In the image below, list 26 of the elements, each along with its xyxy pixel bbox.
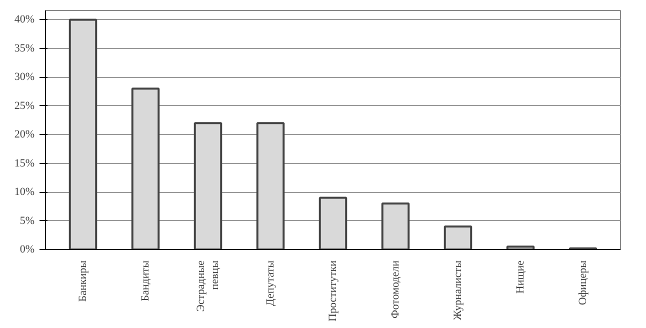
bar (256, 122, 285, 250)
x-tick-label: Бандиты (140, 260, 152, 302)
x-tick-label: Банкиры (77, 260, 89, 302)
y-tick-label: 15% (14, 157, 35, 170)
y-tick-label: 5% (20, 214, 35, 227)
y-tick-label: 10% (14, 186, 35, 198)
y-tick-label: 35% (14, 42, 35, 54)
bar (444, 226, 472, 250)
bar (506, 246, 535, 250)
x-tick-label: Журналисты (452, 260, 464, 320)
x-tick-label: Депутаты (264, 260, 276, 306)
x-tick-label: Проститутки (327, 260, 339, 322)
x-tick-label: Фотомодели (390, 260, 402, 318)
bar (381, 202, 410, 250)
bar (194, 122, 222, 250)
bar (318, 196, 348, 250)
y-tick-label: 30% (14, 71, 35, 84)
y-tick-label: 40% (14, 14, 35, 26)
x-tick-label: Офицеры (577, 260, 589, 306)
y-tick-label: 20% (14, 128, 35, 141)
x-tick-label: Эстрадные певцы (194, 260, 222, 312)
bar (68, 18, 98, 250)
x-tick-label: Нищие (514, 260, 526, 294)
y-tick-label: 25% (14, 100, 35, 112)
bar (131, 88, 160, 250)
y-tick-label: 0% (20, 244, 35, 256)
